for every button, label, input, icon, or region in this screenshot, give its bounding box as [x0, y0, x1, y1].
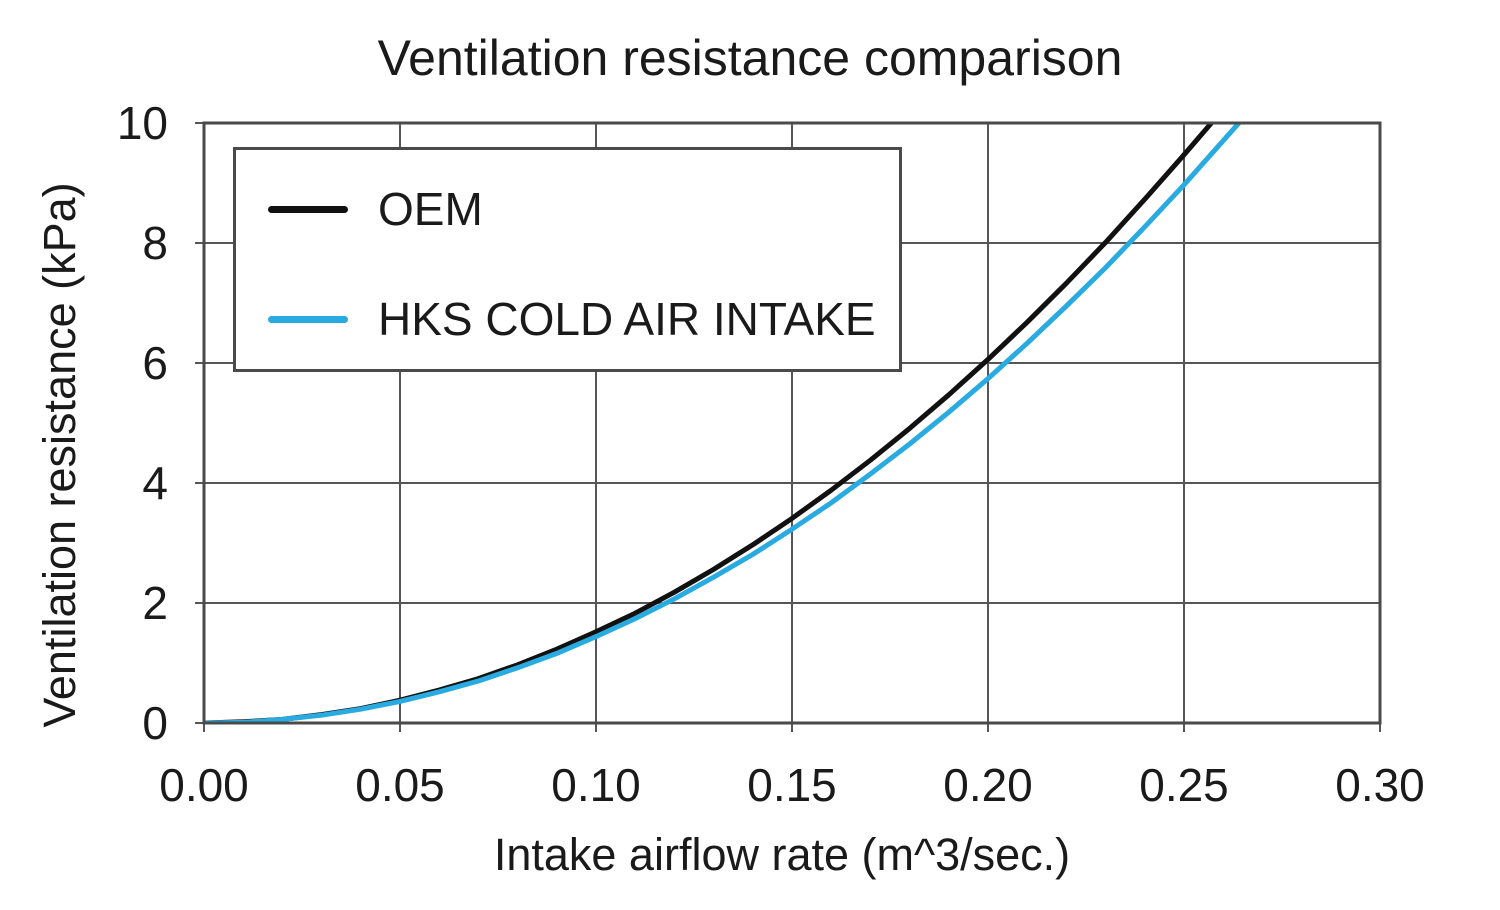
y-tick-label: 0	[142, 697, 168, 749]
x-tick-label: 0.05	[355, 759, 445, 811]
y-tick-label: 2	[142, 577, 168, 629]
y-tick-label: 10	[116, 97, 168, 149]
x-tick-label: 0.20	[943, 759, 1033, 811]
legend-item-hks: HKS COLD AIR INTAKE	[268, 296, 876, 342]
plot-border	[202, 121, 1382, 725]
x-tick-label: 0.30	[1335, 759, 1425, 811]
x-axis-label: Intake airflow rate (m^3/sec.)	[493, 829, 1071, 880]
legend-label-oem: OEM	[378, 183, 483, 235]
hks-line-swatch	[268, 315, 348, 323]
x-tick-label: 0.15	[747, 759, 837, 811]
x-tick-label: 0.25	[1139, 759, 1229, 811]
x-tick-label: 0.00	[159, 759, 249, 811]
y-tick-label: 4	[142, 457, 168, 509]
legend-item-oem: OEM	[268, 186, 483, 232]
legend: OEM HKS COLD AIR INTAKE	[233, 147, 902, 372]
hks-cold-air-intake-curve	[204, 123, 1242, 723]
x-tick-label: 0.10	[551, 759, 641, 811]
chart-title: Ventilation resistance comparison	[377, 30, 1123, 86]
y-tick-label: 8	[142, 217, 168, 269]
oem-line-swatch	[268, 205, 348, 213]
y-tick-label: 6	[142, 337, 168, 389]
legend-label-hks: HKS COLD AIR INTAKE	[378, 293, 876, 345]
